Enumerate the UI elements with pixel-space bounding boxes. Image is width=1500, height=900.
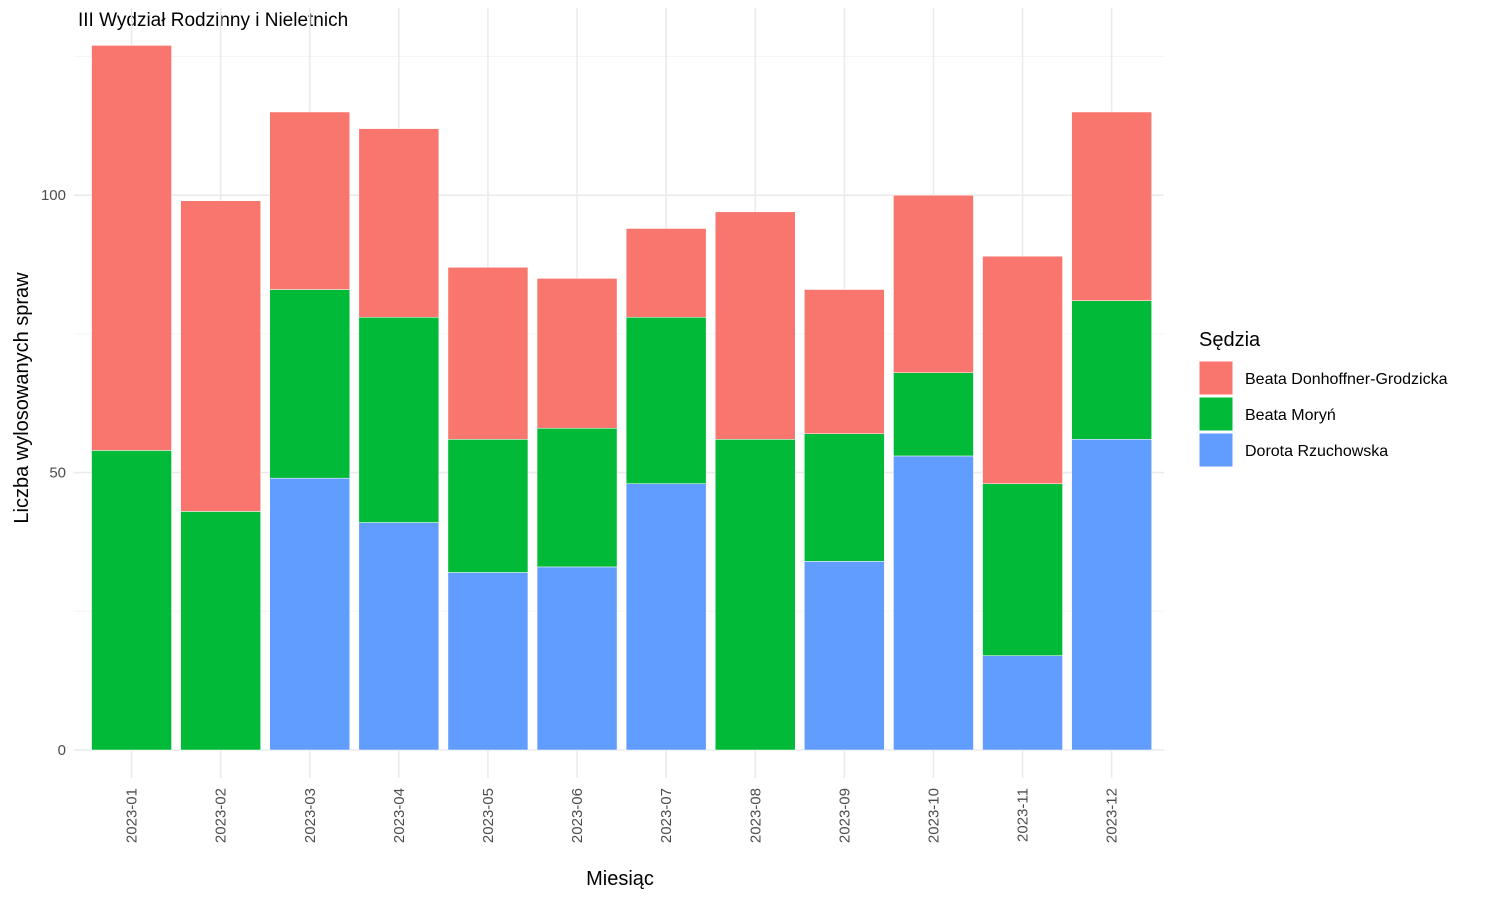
bar-segment bbox=[358, 128, 440, 318]
x-tick-label: 2023-01 bbox=[124, 788, 141, 843]
bars bbox=[91, 45, 1152, 751]
bar-segment bbox=[893, 194, 974, 373]
bar-segment bbox=[893, 455, 974, 751]
bar-segment bbox=[447, 267, 529, 440]
y-tick-label: 0 bbox=[58, 742, 66, 759]
bar-segment bbox=[1071, 111, 1152, 301]
x-tick-label: 2023-11 bbox=[1015, 788, 1032, 842]
legend-key bbox=[1198, 396, 1234, 432]
bar-segment bbox=[536, 427, 618, 568]
x-tick-label: 2023-04 bbox=[391, 788, 408, 843]
bar-segment bbox=[269, 111, 350, 290]
bar-segment bbox=[1071, 300, 1152, 440]
x-tick-label: 2023-10 bbox=[925, 788, 942, 843]
bar-segment bbox=[358, 317, 440, 523]
chart-title: III Wydział Rodzinny i Nieletnich bbox=[78, 10, 348, 31]
bar-segment bbox=[447, 439, 529, 573]
legend-label: Beata Donhoffner-Grodzicka bbox=[1245, 371, 1448, 388]
x-axis-ticks: 2023-01 2023-02 2023-03 2023-04 2023-05 2023-… bbox=[124, 788, 1121, 843]
bar-segment bbox=[982, 255, 1063, 484]
x-tick-label: 2023-12 bbox=[1104, 788, 1121, 843]
x-tick-label: 2023-03 bbox=[302, 788, 319, 843]
bar-segment bbox=[715, 439, 796, 751]
bar-segment bbox=[625, 317, 707, 484]
bar-segment bbox=[91, 450, 172, 751]
y-axis-ticks: 0 50 100 bbox=[41, 187, 66, 759]
bar-segment bbox=[180, 200, 261, 512]
bar-segment bbox=[893, 372, 974, 457]
x-tick-label: 2023-02 bbox=[213, 788, 230, 843]
y-axis-title: Liczba wylosowanych spraw bbox=[11, 272, 33, 524]
x-tick-label: 2023-05 bbox=[480, 788, 497, 843]
x-tick-label: 2023-06 bbox=[569, 788, 586, 843]
x-axis-title: Miesiąc bbox=[586, 868, 654, 890]
y-tick-label: 50 bbox=[49, 465, 66, 482]
bar-segment bbox=[625, 483, 707, 751]
bar-segment bbox=[804, 561, 885, 751]
bar-segment bbox=[447, 572, 529, 751]
bar-segment bbox=[1071, 439, 1152, 751]
bar-segment bbox=[180, 511, 261, 751]
legend-title: Sędzia bbox=[1199, 329, 1261, 351]
y-tick-label: 100 bbox=[41, 187, 66, 204]
legend-label: Dorota Rzuchowska bbox=[1245, 443, 1388, 460]
x-tick-label: 2023-09 bbox=[836, 788, 853, 843]
bar-segment bbox=[982, 483, 1063, 656]
legend-label: Beata Moryń bbox=[1245, 407, 1336, 424]
legend: Sędzia Beata Donhoffner-Grodzicka Beata M… bbox=[1198, 329, 1448, 468]
bar-segment bbox=[269, 289, 350, 479]
bar-segment bbox=[536, 566, 618, 751]
legend-key bbox=[1198, 360, 1234, 396]
bar-segment bbox=[536, 278, 618, 429]
bar-segment bbox=[804, 433, 885, 562]
bar-segment bbox=[91, 45, 172, 451]
bar-segment bbox=[269, 477, 350, 751]
bar-segment bbox=[804, 289, 885, 435]
x-tick-label: 2023-07 bbox=[658, 788, 675, 843]
x-tick-label: 2023-08 bbox=[747, 788, 764, 843]
bar-segment bbox=[625, 228, 707, 318]
bar-segment bbox=[982, 655, 1063, 751]
bar-segment bbox=[715, 211, 796, 440]
bar-segment bbox=[358, 522, 440, 751]
legend-key bbox=[1198, 432, 1234, 468]
